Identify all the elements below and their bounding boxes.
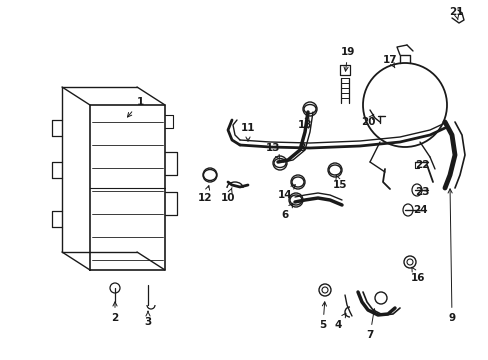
Text: 15: 15 — [332, 175, 346, 190]
Text: 21: 21 — [448, 7, 462, 20]
Text: 11: 11 — [240, 123, 255, 141]
Text: 16: 16 — [410, 267, 425, 283]
Text: 5: 5 — [319, 302, 326, 330]
Text: 6: 6 — [281, 203, 292, 220]
Text: 1: 1 — [127, 97, 143, 117]
Text: 7: 7 — [366, 309, 375, 340]
Text: 9: 9 — [447, 189, 455, 323]
Text: 17: 17 — [382, 55, 397, 68]
Text: 10: 10 — [220, 188, 235, 203]
Text: 12: 12 — [197, 186, 212, 203]
Text: 24: 24 — [412, 205, 427, 215]
Text: 19: 19 — [340, 47, 354, 71]
Text: 18: 18 — [297, 114, 312, 130]
Text: 2: 2 — [111, 302, 119, 323]
Text: 14: 14 — [277, 185, 295, 200]
Text: 4: 4 — [334, 313, 345, 330]
Text: 20: 20 — [360, 114, 374, 127]
Text: 23: 23 — [414, 187, 428, 197]
Text: 3: 3 — [144, 311, 151, 327]
Text: 22: 22 — [414, 160, 428, 170]
Text: 13: 13 — [265, 143, 280, 159]
Text: 8: 8 — [298, 124, 308, 153]
